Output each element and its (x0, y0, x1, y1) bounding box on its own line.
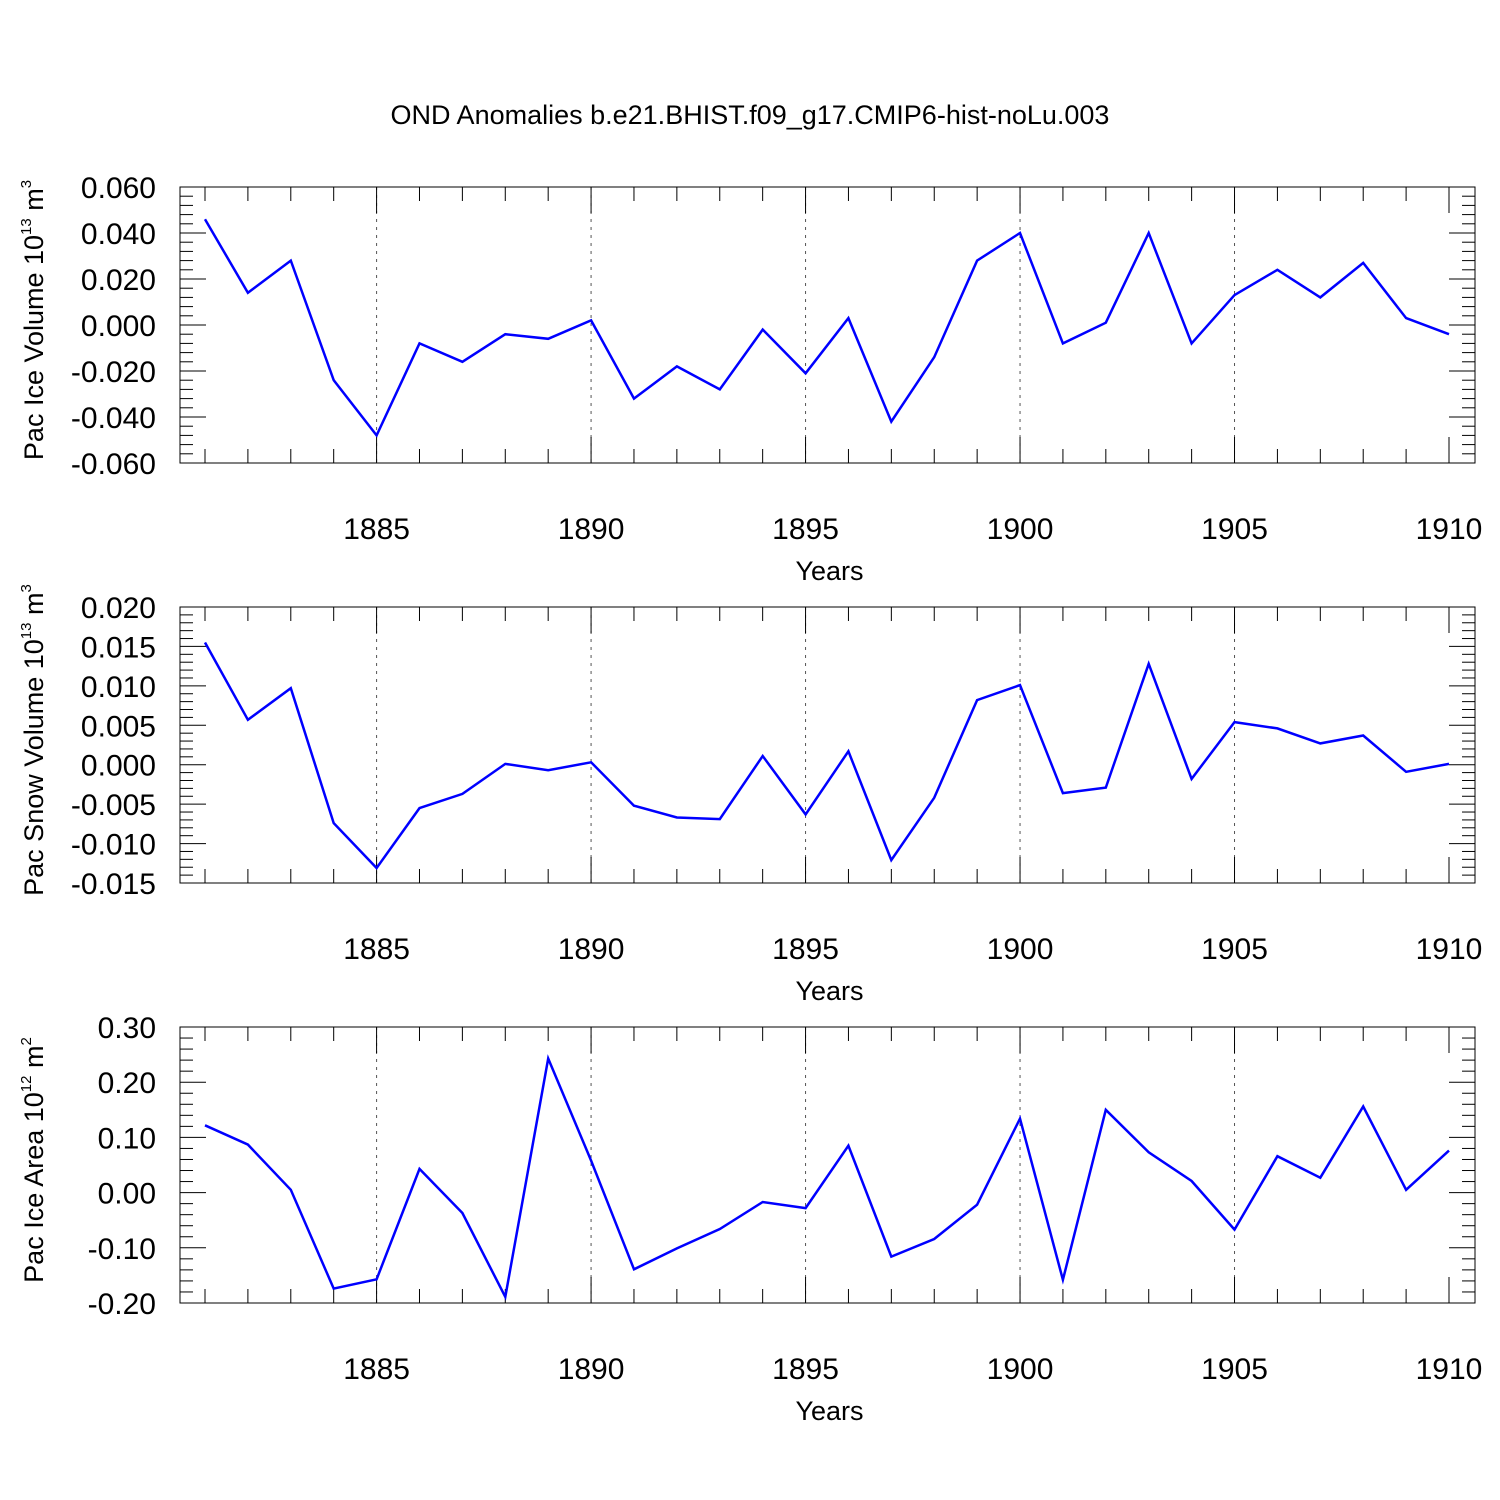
y-tick-label: 0.040 (81, 218, 156, 251)
x-tick-label: 1900 (987, 933, 1054, 966)
plot-frame (179, 186, 1476, 464)
series-line (204, 1054, 1450, 1301)
x-tick-label: 1890 (558, 513, 625, 546)
x-tick-label: 1910 (1416, 513, 1483, 546)
y-axis-label: Pac Ice Volume 1013 m3 (18, 180, 49, 460)
y-axis-label-text: Pac Snow Volume 10 (19, 639, 49, 896)
y-tick-label: -0.020 (71, 356, 156, 389)
y-axis-label: Pac Ice Area 1012 m2 (18, 1037, 49, 1283)
plot-frame (179, 606, 1476, 884)
y-tick-label: 0.30 (98, 1012, 156, 1045)
y-tick-label: -0.040 (71, 402, 156, 435)
x-tick-label: 1900 (987, 513, 1054, 546)
y-axis-label-exponent: 13 (18, 218, 35, 235)
y-axis-label-unit: m (19, 188, 49, 218)
panel-1: 0.060 0.040 0.020 0.000 -0.020 -0.040 -0.060 18… (18, 172, 1482, 586)
panel-3: 0.30 0.20 0.10 0.00 -0.10 -0.20 1885 1890 1895 19… (18, 1012, 1482, 1426)
x-tick-label: 1885 (343, 1353, 410, 1386)
y-axis-label-unit-exponent: 2 (18, 1037, 35, 1045)
x-tick-label: 1895 (772, 1353, 839, 1386)
y-tick-label: 0.10 (98, 1122, 156, 1155)
x-axis-label: Years (795, 556, 863, 586)
y-tick-label: -0.20 (88, 1288, 156, 1321)
x-tick-label: 1900 (987, 1353, 1054, 1386)
x-tick-label: 1895 (772, 933, 839, 966)
x-axis-label: Years (795, 1396, 863, 1426)
x-tick-label: 1895 (772, 513, 839, 546)
x-axis-label: Years (795, 976, 863, 1006)
panels: 0.060 0.040 0.020 0.000 -0.020 -0.040 -0.060 18… (18, 172, 1482, 1426)
x-tick-label: 1885 (343, 933, 410, 966)
y-tick-label: 0.015 (81, 631, 156, 664)
y-tick-label: 0.005 (81, 710, 156, 743)
plot-frame (179, 1026, 1476, 1304)
y-tick-label: 0.060 (81, 172, 156, 205)
y-axis-label-exponent: 13 (18, 622, 35, 639)
x-tick-label: 1910 (1416, 933, 1483, 966)
y-axis-label-unit: m (19, 592, 49, 622)
y-tick-label: 0.000 (81, 750, 156, 783)
y-tick-label: -0.010 (71, 829, 156, 862)
y-axis-label-unit-exponent: 3 (18, 584, 35, 592)
y-tick-label: -0.060 (71, 448, 156, 481)
y-axis-label: Pac Snow Volume 1013 m3 (18, 584, 49, 896)
figure-title: OND Anomalies b.e21.BHIST.f09_g17.CMIP6-… (391, 100, 1110, 130)
series-line (203, 218, 1450, 438)
y-tick-label: 0.010 (81, 671, 156, 704)
panel-2: 0.020 0.015 0.010 0.005 0.000 -0.005 -0.010 -0.… (18, 584, 1482, 1006)
series-line (203, 641, 1450, 870)
x-tick-label: 1885 (343, 513, 410, 546)
y-tick-label: 0.020 (81, 264, 156, 297)
y-axis-label-unit: m (19, 1046, 49, 1076)
x-tick-label: 1890 (558, 1353, 625, 1386)
y-axis-label-text: Pac Ice Area 10 (19, 1092, 49, 1283)
x-tick-label: 1890 (558, 933, 625, 966)
x-tick-label: 1905 (1201, 513, 1268, 546)
y-tick-label: 0.00 (98, 1178, 156, 1211)
y-tick-label: 0.20 (98, 1067, 156, 1100)
y-axis-label-text: Pac Ice Volume 10 (19, 235, 49, 460)
y-tick-label: -0.015 (71, 868, 156, 901)
x-tick-label: 1905 (1201, 933, 1268, 966)
y-tick-label: -0.005 (71, 789, 156, 822)
y-tick-label: -0.10 (88, 1233, 156, 1266)
x-tick-label: 1905 (1201, 1353, 1268, 1386)
y-tick-label: 0.000 (81, 310, 156, 343)
y-tick-label: 0.020 (81, 592, 156, 625)
x-tick-label: 1910 (1416, 1353, 1483, 1386)
y-axis-label-exponent: 12 (18, 1076, 35, 1093)
y-axis-label-unit-exponent: 3 (18, 180, 35, 188)
